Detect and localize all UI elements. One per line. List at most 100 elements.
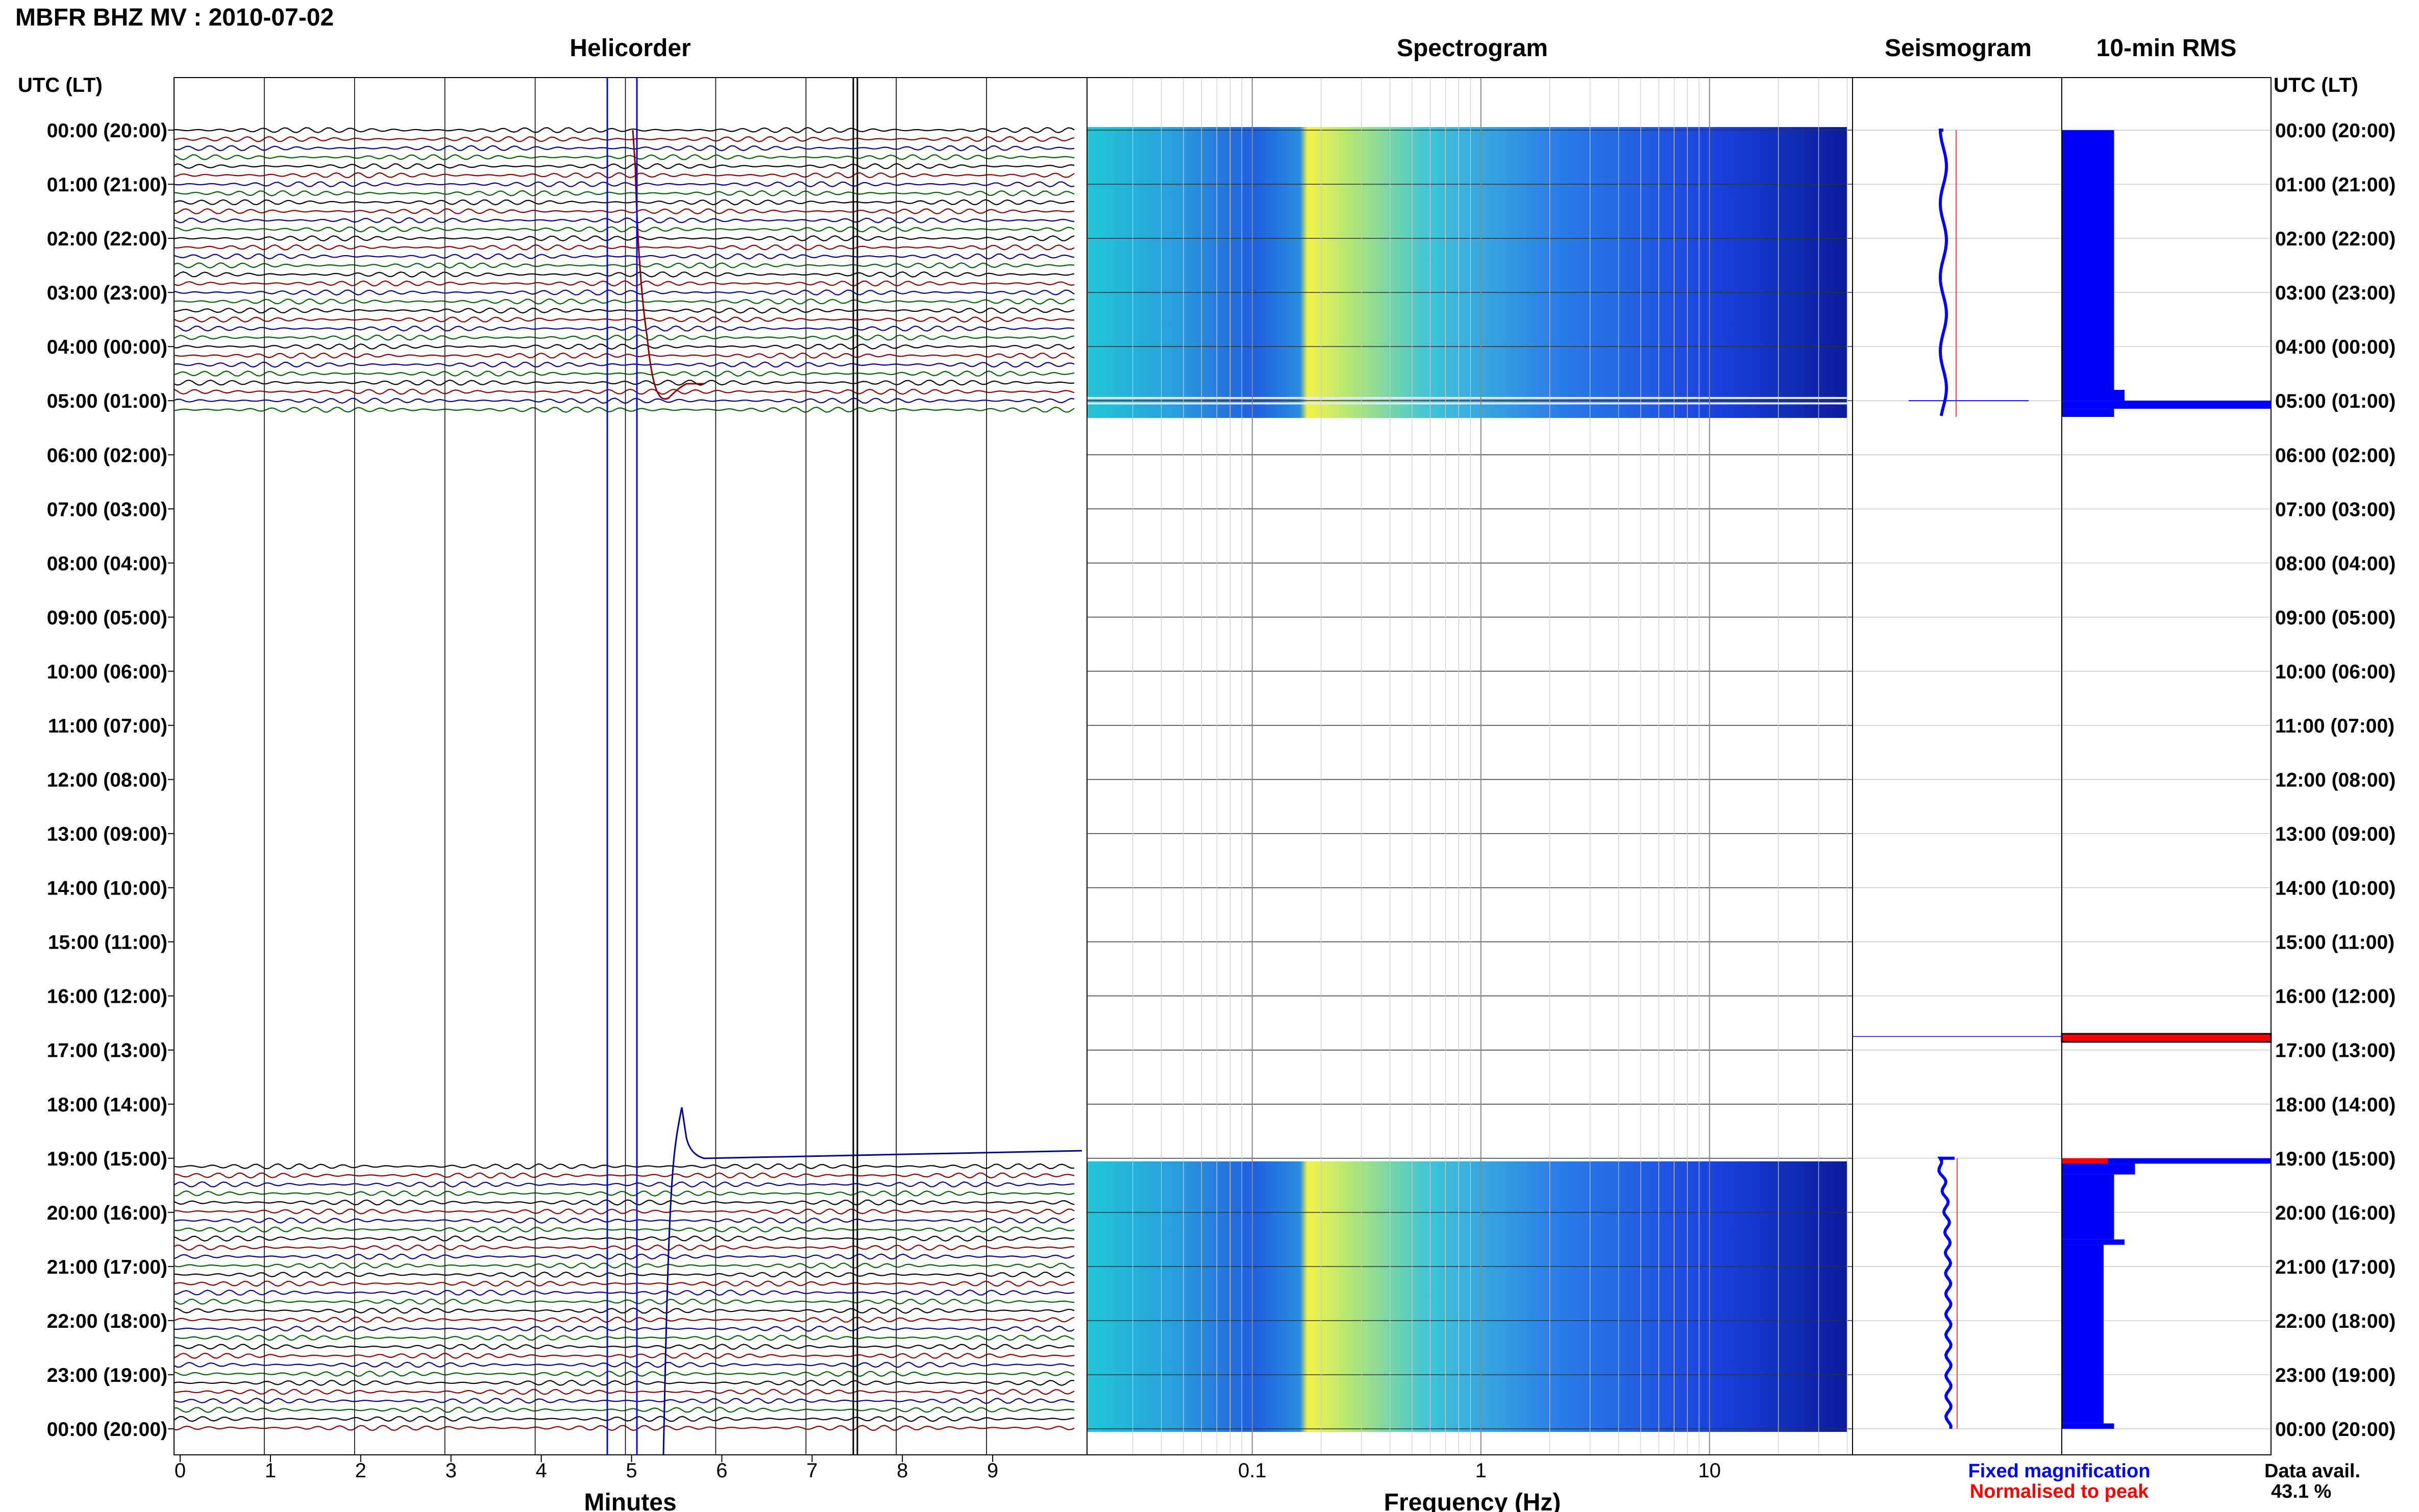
helicorder-x-tick: 5 (626, 1459, 637, 1482)
helicorder-trace (174, 208, 1075, 215)
time-tick-label: 20:00 (16:00) (47, 1202, 167, 1224)
helicorder-x-tick: 2 (355, 1459, 366, 1482)
time-tick-label: 18:00 (14:00) (2275, 1094, 2396, 1116)
helicorder-trace (174, 1181, 1075, 1188)
helicorder-trace (174, 1172, 1075, 1179)
helicorder-trace (174, 1416, 1075, 1422)
helicorder-trace (174, 1262, 1075, 1269)
time-tick-label: 07:00 (03:00) (2275, 499, 2396, 520)
helicorder-trace (174, 289, 1075, 296)
helicorder-trace (174, 154, 1075, 161)
time-tick-label: 04:00 (00:00) (47, 336, 167, 358)
helicorder-trace (174, 352, 1075, 359)
helicorder-x-tick: 1 (265, 1459, 276, 1482)
helicorder-trace (174, 1271, 1075, 1278)
helicorder-trace (174, 244, 1075, 251)
time-tick-label: 12:00 (08:00) (2275, 770, 2396, 791)
rms-bar (2062, 401, 2271, 409)
helicorder-trace (174, 136, 1075, 142)
rms-bar (2062, 1174, 2114, 1240)
helicorder-trace (174, 253, 1075, 260)
spectrogram-block-late (1087, 1161, 1847, 1432)
time-tick-label: 18:00 (14:00) (47, 1094, 167, 1116)
helicorder-trace (174, 1334, 1075, 1341)
helicorder-trace (174, 280, 1075, 287)
helicorder-x-tick: 8 (897, 1459, 908, 1482)
spectrogram-block-early (1087, 127, 1847, 418)
time-tick-label: 15:00 (11:00) (48, 932, 167, 954)
time-tick-label: 11:00 (07:00) (2275, 715, 2395, 737)
time-tick-label: 10:00 (06:00) (2275, 661, 2396, 683)
time-tick-label: 08:00 (04:00) (47, 553, 167, 575)
helicorder-x-tick: 0 (175, 1459, 186, 1482)
helicorder-trace (174, 199, 1075, 206)
helicorder-trace (174, 190, 1075, 196)
helicorder-x-tick: 9 (987, 1459, 998, 1482)
time-tick-label: 17:00 (13:00) (47, 1040, 167, 1062)
helicorder-trace (174, 1244, 1075, 1251)
time-tick-label: 21:00 (17:00) (2275, 1256, 2396, 1278)
x-tick-labels: 0 1 2 3 4 5 6 7 8 9 0.1 1 10 (175, 1455, 1721, 1482)
helicorder-x-tick: 7 (806, 1459, 818, 1482)
spectrogram-image (1087, 127, 1847, 1432)
rms-bar (2062, 1245, 2104, 1424)
rms-bar-normalised (2062, 1158, 2108, 1164)
helicorder-trace (174, 1280, 1075, 1287)
rms-bar (2062, 1423, 2114, 1429)
time-tick-label: 14:00 (10:00) (2275, 878, 2396, 900)
helicorder-trace (174, 325, 1075, 332)
time-tick-label: 10:00 (06:00) (47, 661, 167, 683)
time-tick-label: 03:00 (23:00) (2275, 282, 2396, 304)
helicorder-x-tick: 3 (446, 1459, 457, 1482)
helicorder-x-tick: 4 (535, 1459, 547, 1482)
time-tick-label: 01:00 (21:00) (47, 174, 167, 196)
time-tick-label: 00:00 (20:00) (47, 120, 167, 142)
time-tick-label: 08:00 (04:00) (2275, 553, 2396, 575)
helicorder-trace (174, 235, 1075, 242)
rms-bar (2062, 409, 2114, 417)
helicorder-trace (174, 1361, 1075, 1368)
helicorder-trace (174, 1425, 1075, 1431)
helicorder-trace (174, 370, 1075, 377)
helicorder-trace (174, 1208, 1075, 1215)
helicorder-trace (174, 316, 1075, 323)
seismogram-trace (1937, 1156, 1955, 1429)
rms-heading: 10-min RMS (2096, 35, 2237, 62)
vertical-gridlines (264, 78, 1848, 1455)
legend-normalised-to-peak: Normalised to peak (1970, 1481, 2149, 1502)
time-tick-label: 19:00 (15:00) (2275, 1148, 2396, 1170)
plot-title: MBFR BHZ MV : 2010-07-02 (15, 4, 334, 31)
time-tick-label: 14:00 (10:00) (47, 878, 167, 900)
time-tick-label: 09:00 (05:00) (47, 607, 167, 629)
time-tick-label: 13:00 (09:00) (2275, 824, 2396, 846)
rms-bar (2062, 390, 2125, 401)
seismogram-heading: Seismogram (1885, 35, 2032, 62)
legend-fixed-magnification: Fixed magnification (1968, 1460, 2151, 1482)
helicorder-trace (174, 1307, 1075, 1314)
time-tick-label: 12:00 (08:00) (47, 770, 167, 791)
helicorder-traces (174, 78, 1082, 1455)
helicorder-trace (174, 163, 1075, 169)
helicorder-trace (174, 1389, 1075, 1395)
spectrogram-heading: Spectrogram (1397, 35, 1548, 62)
helicorder-trace (174, 1199, 1075, 1206)
time-axis-label-right: UTC (LT) (2274, 74, 2358, 96)
seismogram-trace (1938, 129, 1948, 416)
time-tick-label: 03:00 (23:00) (47, 282, 167, 304)
helicorder-trace (174, 217, 1075, 224)
helicorder-trace (174, 1325, 1075, 1332)
helicorder-trace (174, 398, 1075, 404)
panel-frames (174, 77, 2272, 1455)
spectrogram-x-axis-label: Frequency (Hz) (1384, 1489, 1561, 1512)
time-tick-label: 06:00 (02:00) (2275, 444, 2396, 466)
time-tick-label: 22:00 (18:00) (2275, 1310, 2396, 1332)
panel-frame (2061, 77, 2272, 1455)
rms-bar (2062, 1163, 2135, 1175)
time-tick-label: 02:00 (22:00) (2275, 228, 2396, 250)
helicorder-x-axis-label: Minutes (584, 1489, 676, 1512)
time-tick-label: 21:00 (17:00) (47, 1256, 167, 1278)
helicorder-trace (174, 1317, 1075, 1323)
rms-bar (2062, 130, 2114, 390)
time-tick-label: 04:00 (00:00) (2275, 336, 2396, 358)
helicorder-trace (174, 1344, 1075, 1350)
